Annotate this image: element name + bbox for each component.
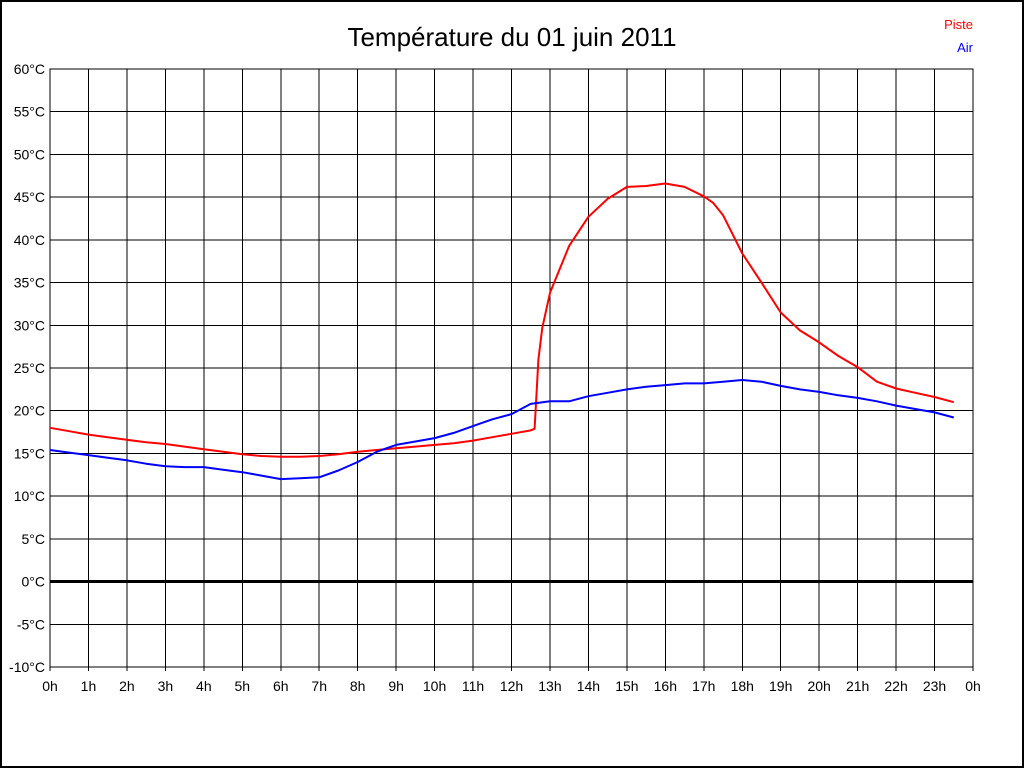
chart-title: Température du 01 juin 2011: [347, 22, 677, 52]
x-tick-label: 21h: [846, 678, 869, 694]
x-tick-label: 12h: [500, 678, 523, 694]
x-tick-label: 3h: [158, 678, 174, 694]
y-tick-label: 60°C: [14, 61, 45, 77]
y-tick-label: -10°C: [9, 659, 45, 675]
y-tick-label: 5°C: [22, 531, 46, 547]
x-tick-label: 15h: [615, 678, 638, 694]
legend-label-air: Air: [957, 40, 973, 55]
x-tick-label: 8h: [350, 678, 366, 694]
x-tick-label: 7h: [311, 678, 327, 694]
series-line-air: [49, 379, 955, 481]
y-tick-label: 45°C: [14, 189, 45, 205]
y-tick-label: 20°C: [14, 403, 45, 419]
x-tick-label: 6h: [273, 678, 289, 694]
plot-frame: [49, 68, 974, 668]
x-tick-label: 11h: [462, 678, 484, 694]
x-tick-label: 0h: [42, 678, 58, 694]
x-tick-label: 17h: [692, 678, 715, 694]
legend-item-air: Air: [944, 36, 973, 59]
x-tick-label: 1h: [81, 678, 97, 694]
legend: Piste Air: [944, 13, 973, 59]
x-tick-label: 0h: [965, 678, 981, 694]
x-tick-label: 22h: [884, 678, 907, 694]
x-tick-label: 5h: [235, 678, 251, 694]
series-line-piste: [49, 182, 955, 458]
y-tick-label: 0°C: [22, 574, 46, 590]
x-tick-label: 13h: [538, 678, 561, 694]
y-tick-label: 25°C: [14, 360, 45, 376]
x-tick-label: 23h: [923, 678, 946, 694]
y-tick-label: 35°C: [14, 275, 45, 291]
x-tick-label: 16h: [654, 678, 677, 694]
y-tick-label: 50°C: [14, 146, 45, 162]
x-tick-label: 9h: [388, 678, 404, 694]
y-tick-label: 10°C: [14, 488, 45, 504]
x-tick-label: 20h: [807, 678, 830, 694]
legend-label-piste: Piste: [944, 17, 973, 32]
y-tick-label: 30°C: [14, 317, 45, 333]
y-tick-label: 40°C: [14, 232, 45, 248]
y-tick-label: 15°C: [14, 445, 45, 461]
x-tick-label: 18h: [731, 678, 754, 694]
x-tick-label: 2h: [119, 678, 135, 694]
y-tick-label: -5°C: [17, 616, 45, 632]
x-tick-label: 10h: [423, 678, 446, 694]
legend-item-piste: Piste: [944, 13, 973, 36]
x-tick-label: 4h: [196, 678, 212, 694]
x-tick-label: 19h: [769, 678, 792, 694]
y-tick-label: 55°C: [14, 104, 45, 120]
x-tick-label: 14h: [577, 678, 600, 694]
